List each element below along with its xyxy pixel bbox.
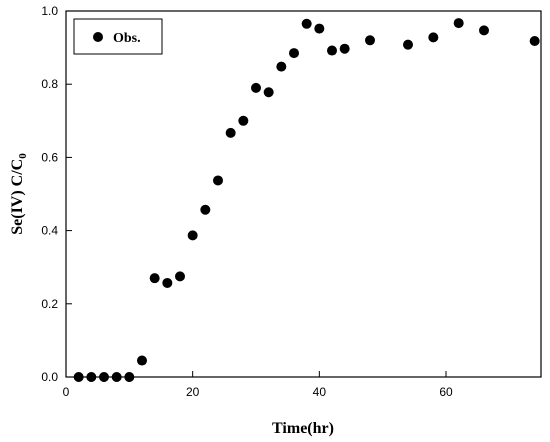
data-point [99, 372, 109, 382]
data-point [428, 32, 439, 43]
x-axis: 0 20 40 60 [63, 371, 453, 399]
data-point [403, 39, 413, 50]
data-point [225, 127, 236, 138]
data-point [149, 273, 160, 284]
data-point [314, 23, 325, 34]
y-axis-title: Se(IV) C/C0 [9, 153, 29, 235]
data-series-obs [73, 18, 540, 382]
y-axis-title-main: Se(IV) C/C [9, 159, 26, 235]
legend-label: Obs. [113, 31, 141, 46]
y-tick-label: 0.2 [41, 297, 58, 311]
data-point [529, 36, 540, 47]
x-tick-label: 60 [439, 385, 453, 399]
data-point [73, 372, 84, 382]
legend: Obs. [73, 18, 163, 55]
y-tick-label: 0.0 [41, 370, 58, 384]
plot-area [65, 10, 542, 378]
data-point [251, 82, 261, 93]
y-tick-label: 0.6 [41, 150, 58, 164]
data-point [111, 372, 122, 382]
data-point [453, 18, 464, 29]
legend-box [73, 18, 163, 55]
y-tick-label: 0.4 [41, 224, 58, 238]
data-point [263, 87, 274, 98]
y-tick-label: 1.0 [41, 4, 58, 18]
data-point [479, 25, 489, 36]
legend-marker [93, 32, 103, 42]
plot-border [65, 10, 542, 378]
data-point [124, 372, 135, 382]
x-tick-label: 40 [313, 385, 327, 399]
data-point [301, 18, 312, 29]
data-point [200, 204, 211, 215]
data-point [365, 35, 375, 46]
data-point [86, 372, 97, 382]
data-point [276, 61, 287, 72]
x-tick-label: 20 [186, 385, 200, 399]
data-point [327, 45, 337, 56]
data-point [238, 115, 249, 126]
data-point [187, 230, 198, 241]
x-axis-title: Time(hr) [272, 420, 334, 437]
data-point [339, 43, 350, 54]
data-point [162, 277, 173, 288]
data-point [289, 48, 299, 59]
data-point [175, 271, 185, 282]
data-point [137, 355, 147, 366]
y-axis: 0.0 0.2 0.4 0.6 0.8 1.0 [41, 4, 72, 384]
y-tick-label: 0.8 [41, 77, 58, 91]
data-point [213, 175, 223, 186]
x-tick-label: 0 [63, 385, 70, 399]
y-axis-title-subscript: 0 [17, 153, 29, 159]
